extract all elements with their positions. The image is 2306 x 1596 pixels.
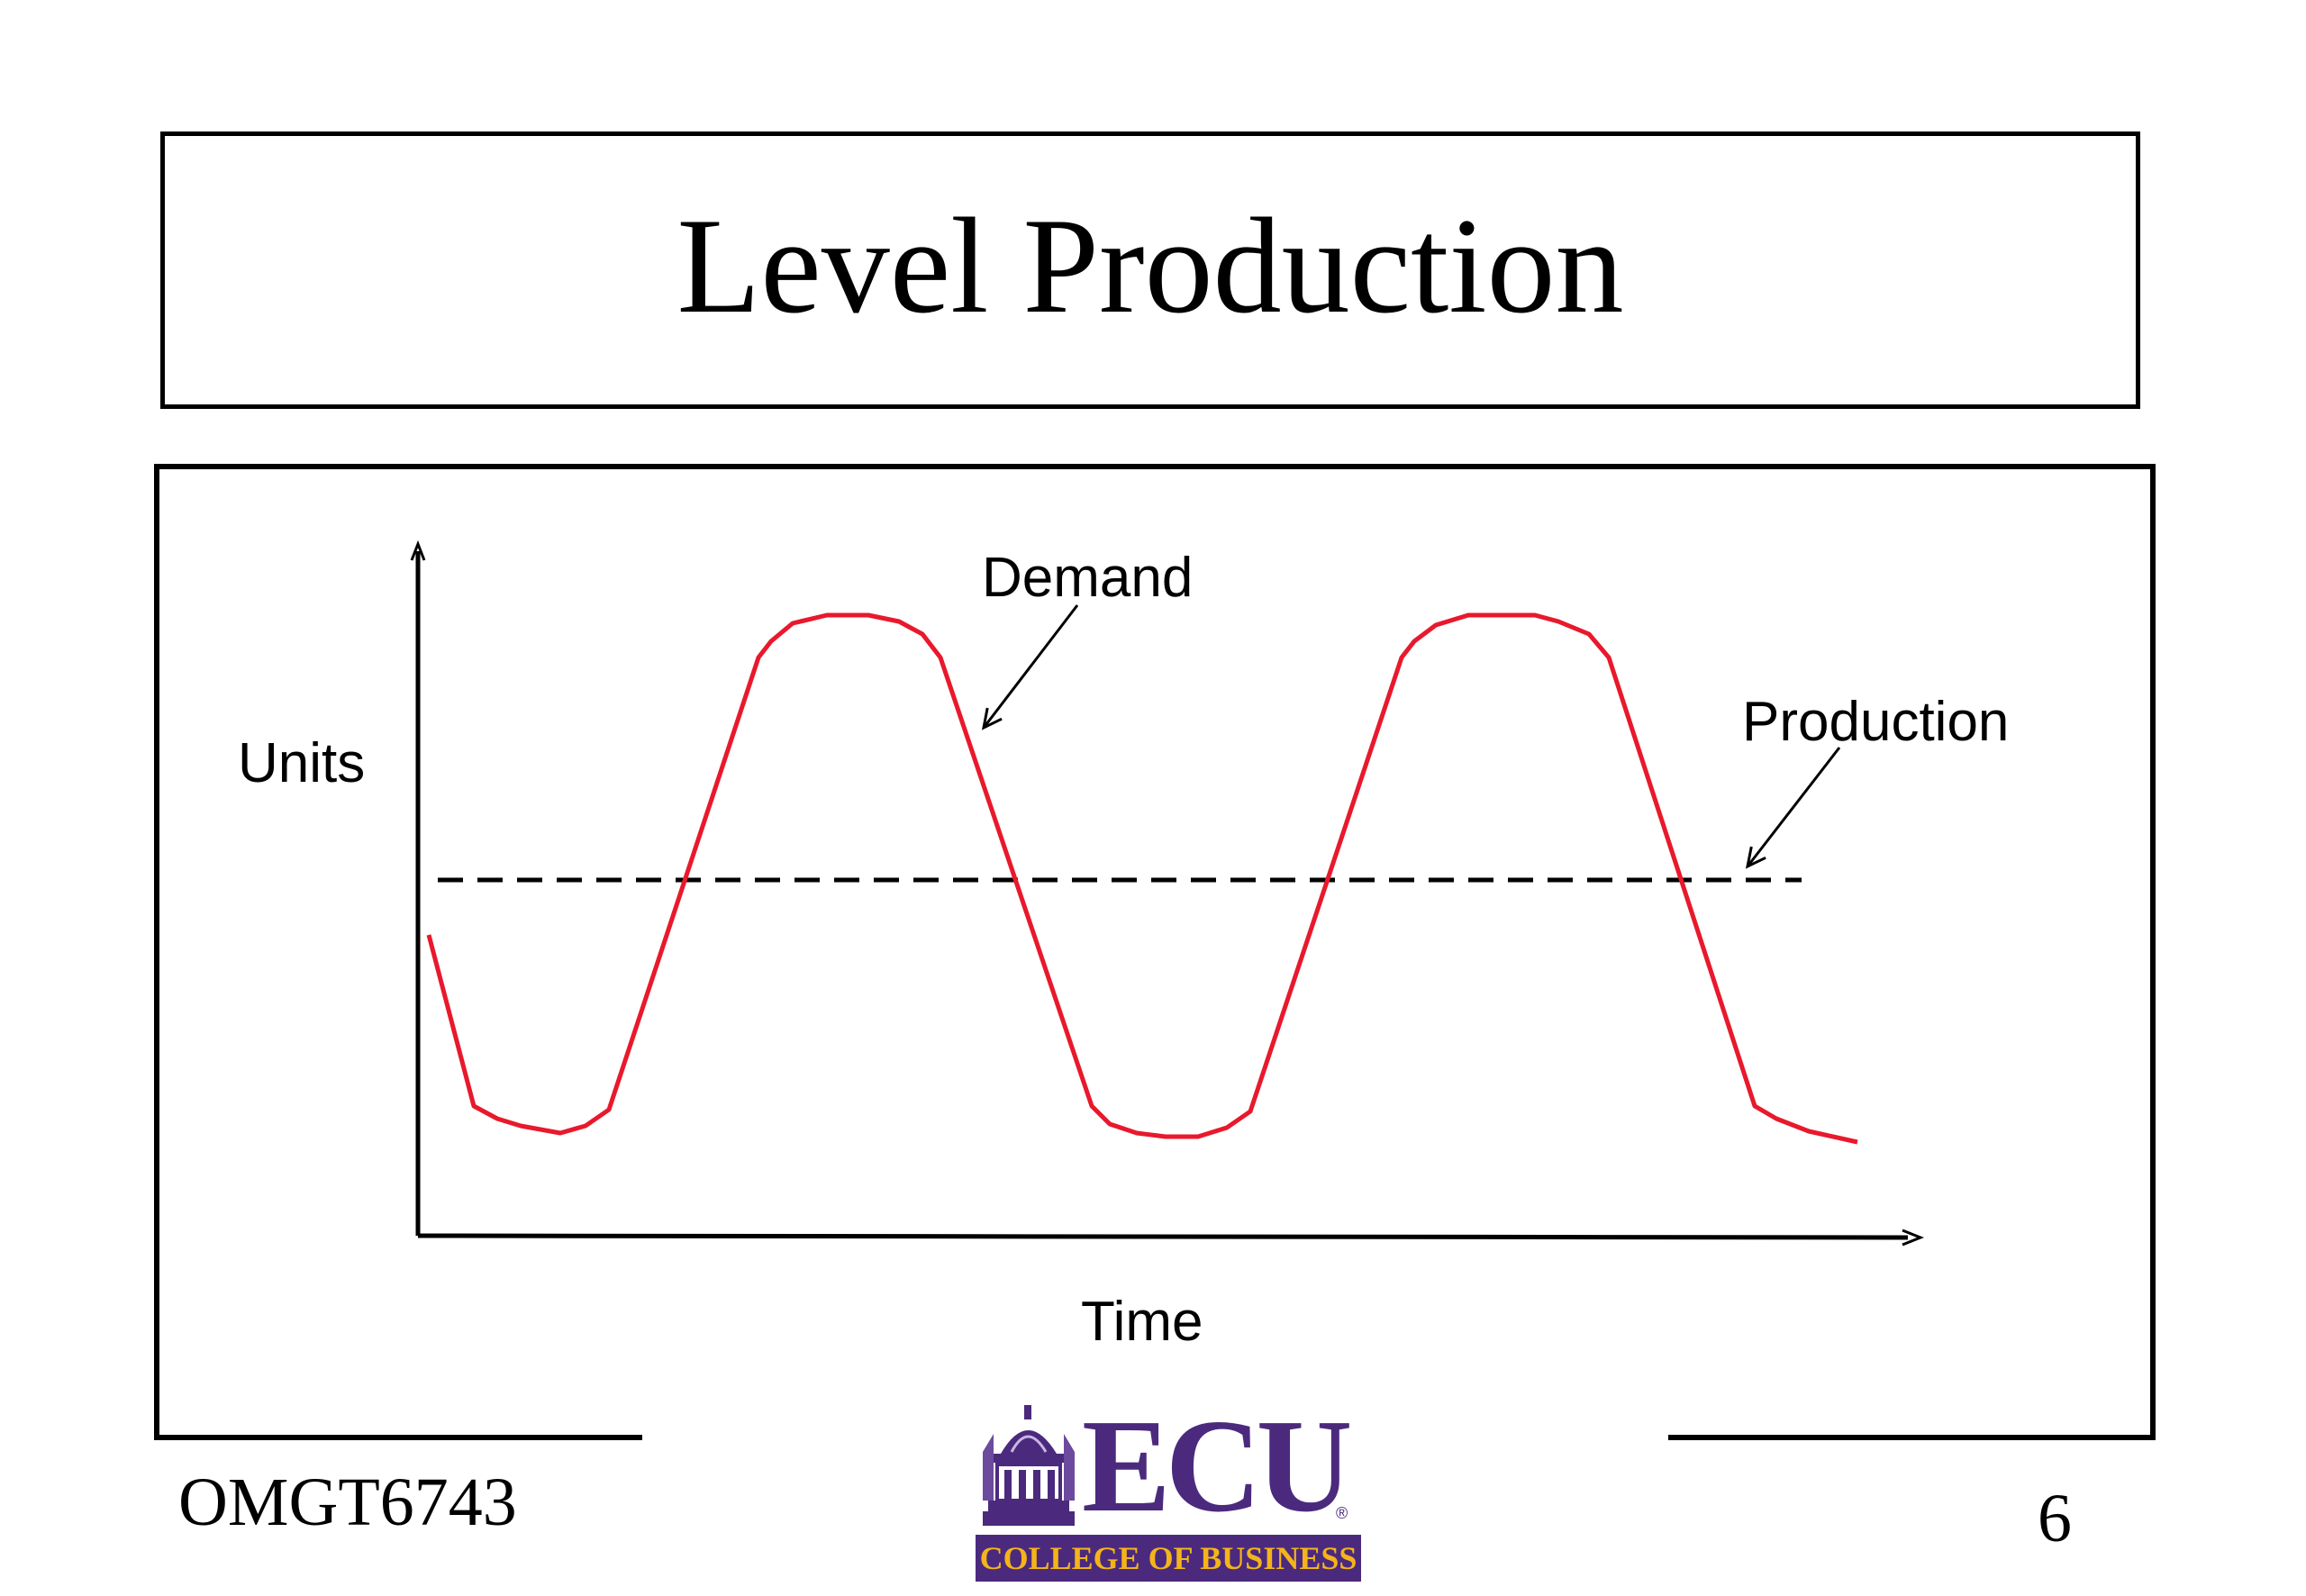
diagram-frame [154, 464, 2156, 1440]
ecu-college-of-business-logo: ECU ® COLLEGE OF BUSINESS [976, 1398, 1361, 1583]
logo-banner-text: COLLEGE OF BUSINESS [979, 1540, 1357, 1576]
production-callout-arrow [1745, 747, 1841, 869]
x-axis-label: Time [1081, 1291, 1203, 1353]
production-label: Production [1742, 691, 2009, 753]
demand-label: Demand [982, 547, 1193, 609]
slide-title: Level Production [676, 190, 1624, 341]
x-axis [417, 1233, 1909, 1240]
logo-top: ECU ® [976, 1398, 1361, 1533]
logo-wordmark: ECU [1082, 1392, 1352, 1540]
cupola-icon [983, 1405, 1075, 1526]
registered-mark: ® [1336, 1504, 1348, 1522]
title-box: Level Production [160, 131, 2140, 409]
demand-curve [426, 612, 1858, 1145]
y-axis-label: Units [238, 732, 365, 794]
logo-banner: COLLEGE OF BUSINESS [976, 1535, 1361, 1582]
x-axis-arrow [1902, 1229, 1925, 1247]
course-code: OMGT6743 [178, 1465, 517, 1540]
page-number: 6 [2038, 1481, 2072, 1556]
demand-callout-arrow [981, 604, 1079, 730]
y-axis-arrow [410, 540, 426, 561]
